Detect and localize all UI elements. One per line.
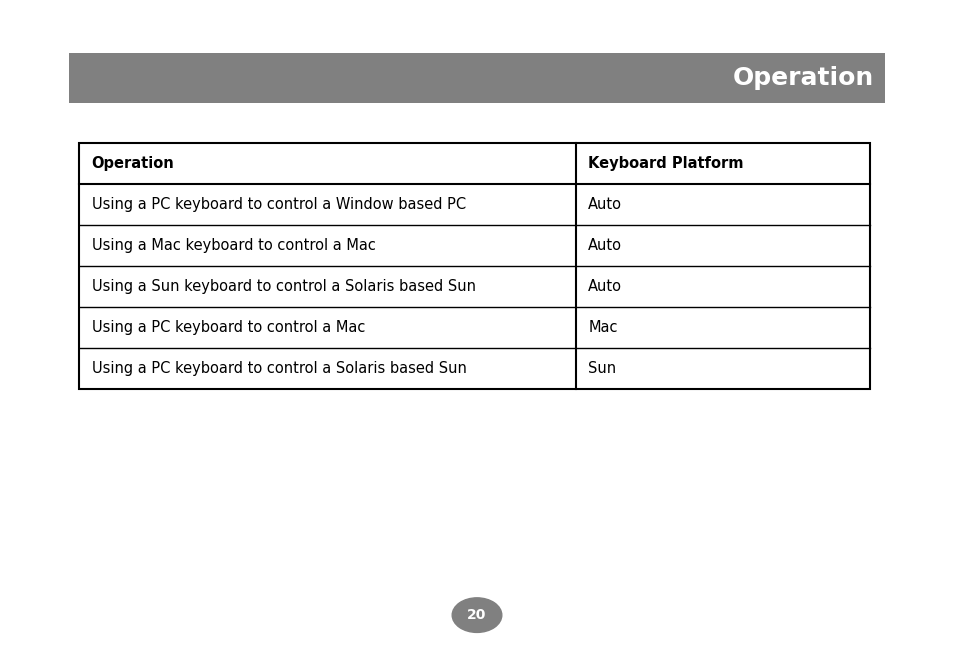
Text: Operation: Operation xyxy=(91,156,174,171)
Text: Mac: Mac xyxy=(588,320,618,335)
Text: Using a Sun keyboard to control a Solaris based Sun: Using a Sun keyboard to control a Solari… xyxy=(91,279,476,294)
Text: Using a PC keyboard to control a Solaris based Sun: Using a PC keyboard to control a Solaris… xyxy=(91,361,466,376)
Text: Keyboard Platform: Keyboard Platform xyxy=(588,156,743,171)
Text: Using a Mac keyboard to control a Mac: Using a Mac keyboard to control a Mac xyxy=(91,238,375,253)
Text: Using a PC keyboard to control a Window based PC: Using a PC keyboard to control a Window … xyxy=(91,197,465,212)
Text: 20: 20 xyxy=(467,608,486,622)
Text: Auto: Auto xyxy=(588,279,621,294)
Text: Operation: Operation xyxy=(732,66,873,90)
Text: Auto: Auto xyxy=(588,197,621,212)
Text: Sun: Sun xyxy=(588,361,616,376)
Text: Using a PC keyboard to control a Mac: Using a PC keyboard to control a Mac xyxy=(91,320,365,335)
Text: Auto: Auto xyxy=(588,238,621,253)
